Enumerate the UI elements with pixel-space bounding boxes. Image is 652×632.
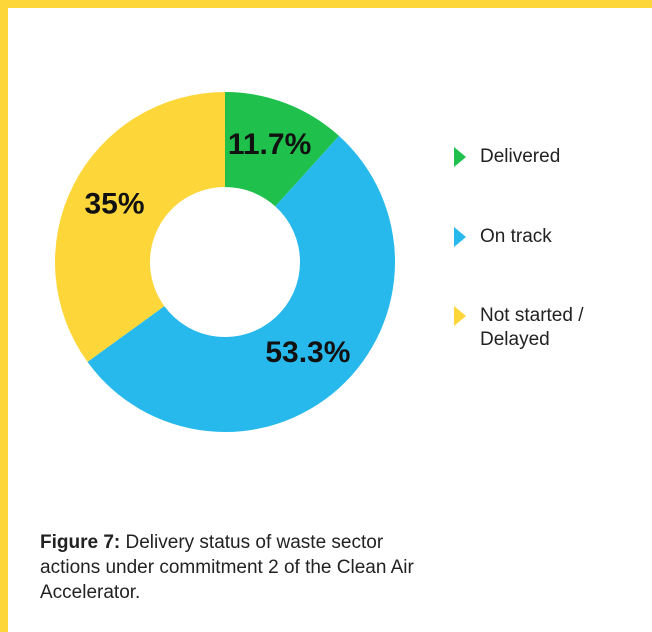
donut-segment [225,92,340,207]
legend-marker [454,306,466,326]
caption-label: Figure 7: [40,532,121,553]
data-label: 35% [84,188,144,221]
legend-marker [454,147,466,167]
legend-label: Delivered [480,146,561,167]
legend-triangle [454,306,466,326]
donut-segment [87,135,396,433]
legend-label: On track [480,226,552,247]
caption-text: Delivery status of waste sector actions … [40,532,414,603]
data-label: 11.7% [228,128,311,161]
legend-triangle [454,147,466,167]
frame [0,0,8,632]
legend-label: Not started / Delayed [480,305,584,350]
frame [0,0,652,8]
legend-marker [454,227,466,247]
data-label: 53.3% [265,336,350,369]
chart: 11.7% 53.3% 35% [55,92,396,433]
caption: Figure 7: Delivery status of waste secto… [40,530,420,605]
legend-triangle [454,227,466,247]
donut-segment [55,92,226,362]
